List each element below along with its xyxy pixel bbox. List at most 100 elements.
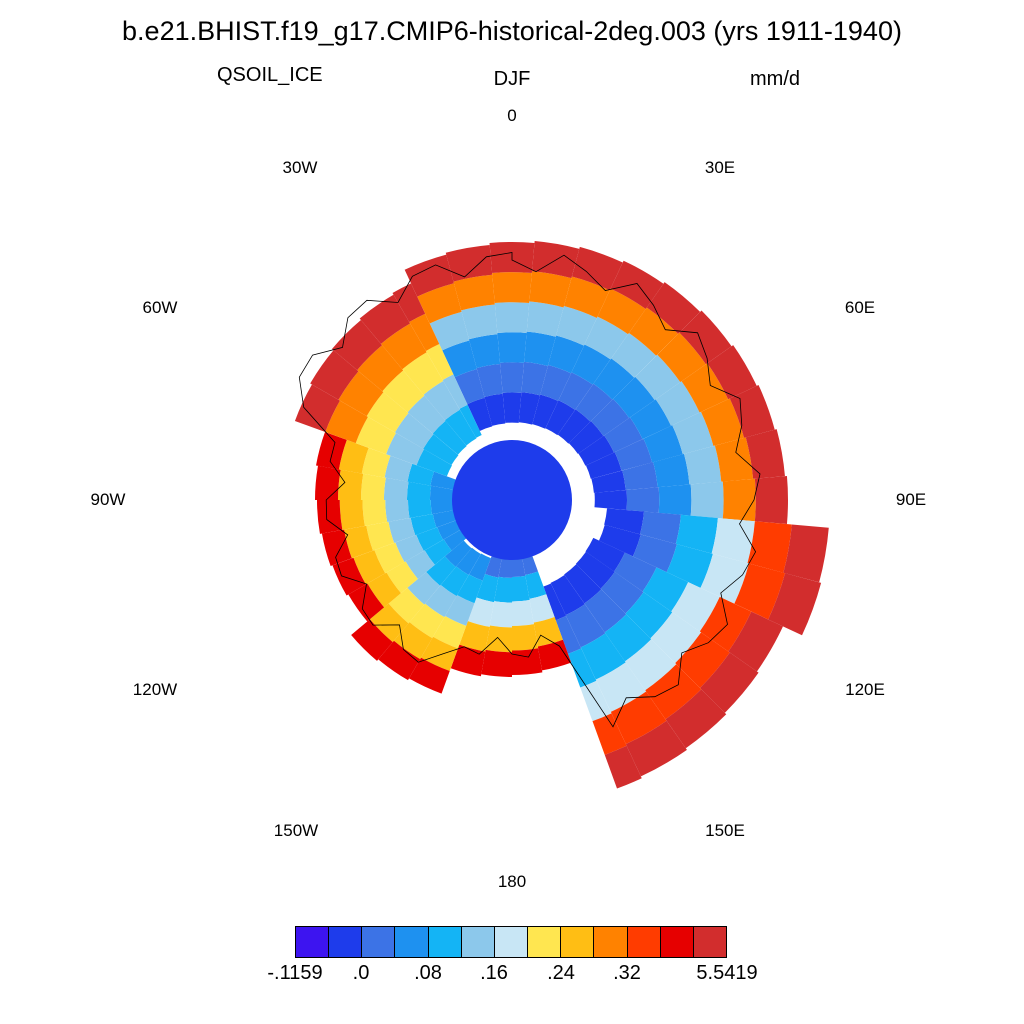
map-cell — [366, 521, 395, 551]
map-cell — [321, 529, 352, 567]
map-cell — [684, 445, 722, 485]
colorbar-label: .08 — [414, 962, 442, 984]
colorbar-swatch — [461, 927, 495, 957]
map-cell — [417, 283, 462, 324]
map-cell — [388, 587, 425, 624]
map-cell — [383, 477, 409, 500]
map-cell — [529, 594, 555, 623]
map-cell — [529, 271, 572, 308]
map-cell — [543, 583, 567, 621]
map-cell — [671, 582, 720, 632]
map-cell — [690, 481, 724, 519]
map-cell — [580, 633, 626, 680]
map-cell — [409, 657, 450, 694]
season-label: DJF — [493, 68, 531, 90]
map-cell — [476, 363, 503, 397]
map-cell — [614, 552, 657, 592]
map-cell — [700, 553, 749, 604]
map-cell — [386, 561, 418, 594]
map-cell — [533, 617, 563, 647]
map-cell — [442, 374, 468, 409]
map-cell — [525, 571, 547, 599]
map-cell — [604, 745, 642, 789]
map-cell — [382, 370, 425, 413]
map-cell — [325, 400, 368, 444]
lon-label-120e: 120E — [845, 680, 885, 699]
map-cell — [540, 365, 572, 402]
map-cell — [338, 371, 384, 417]
map-cell — [707, 345, 757, 400]
map-cell — [754, 475, 788, 525]
map-cell — [481, 649, 512, 677]
lon-label-60e: 60E — [844, 298, 876, 317]
map-cell — [429, 485, 454, 500]
colorbar-swatch — [660, 927, 694, 957]
map-cell — [453, 274, 495, 311]
map-cell — [593, 358, 635, 400]
map-cell — [316, 431, 347, 470]
map-cell — [632, 534, 677, 573]
plot-title: b.e21.BHIST.f19_g17.CMIP6-historical-2de… — [122, 16, 902, 46]
map-cell — [445, 595, 475, 626]
map-cell — [658, 484, 692, 516]
map-cell — [395, 534, 424, 563]
colorbar-label: -.1159 — [267, 962, 323, 984]
map-cell — [675, 632, 730, 689]
map-cell — [315, 465, 341, 500]
map-cell — [367, 572, 402, 608]
map-cell — [294, 384, 340, 433]
map-cell — [595, 662, 647, 712]
map-cell — [456, 547, 481, 576]
map-cell — [679, 310, 732, 365]
map-cell — [768, 573, 822, 636]
map-cell — [584, 589, 627, 633]
map-cell — [665, 689, 727, 749]
lon-label-90w: 90W — [90, 490, 126, 509]
map-cell — [524, 331, 556, 367]
map-cell — [331, 319, 383, 371]
map-cell — [416, 527, 444, 551]
map-cell — [421, 636, 458, 671]
map-cell — [783, 524, 829, 583]
map-cell — [604, 417, 643, 453]
map-cell — [469, 553, 491, 581]
coastline — [298, 252, 761, 728]
map-cell — [650, 612, 702, 664]
map-cell — [571, 344, 611, 385]
variable-name: QSOIL_ICE — [217, 64, 323, 86]
colorbar-swatch — [296, 927, 330, 957]
map-cell — [405, 550, 435, 579]
map-cell — [444, 540, 472, 568]
map-cell — [378, 640, 421, 681]
map-cell — [591, 470, 626, 493]
map-cell — [625, 720, 687, 777]
lon-label-90e: 90E — [895, 490, 927, 509]
map-cell — [337, 469, 364, 500]
units-label: mm/d — [750, 68, 800, 90]
colorbar-label: .16 — [480, 962, 508, 984]
map-cell — [565, 604, 606, 648]
map-cell — [361, 447, 391, 478]
map-cell — [645, 664, 702, 720]
map-cell — [604, 508, 644, 535]
map-cell — [406, 481, 432, 500]
colorbar-swatch — [428, 927, 462, 957]
map-cell — [461, 304, 498, 340]
map-cell — [351, 619, 393, 661]
map-cell — [444, 409, 477, 446]
map-cell — [407, 463, 435, 486]
map-cell — [629, 399, 672, 440]
map-cell — [404, 254, 454, 297]
map-cell — [402, 352, 444, 395]
map-cell — [681, 363, 729, 413]
map-cell — [339, 500, 365, 530]
map-cell — [407, 571, 441, 605]
colorbar-label: .32 — [613, 962, 641, 984]
map-cell — [407, 395, 446, 434]
map-cell — [386, 433, 424, 466]
map-cell — [366, 392, 409, 433]
map-cell — [502, 392, 522, 423]
map-cell — [393, 622, 433, 660]
map-cell — [532, 394, 559, 429]
map-cell — [338, 439, 369, 474]
